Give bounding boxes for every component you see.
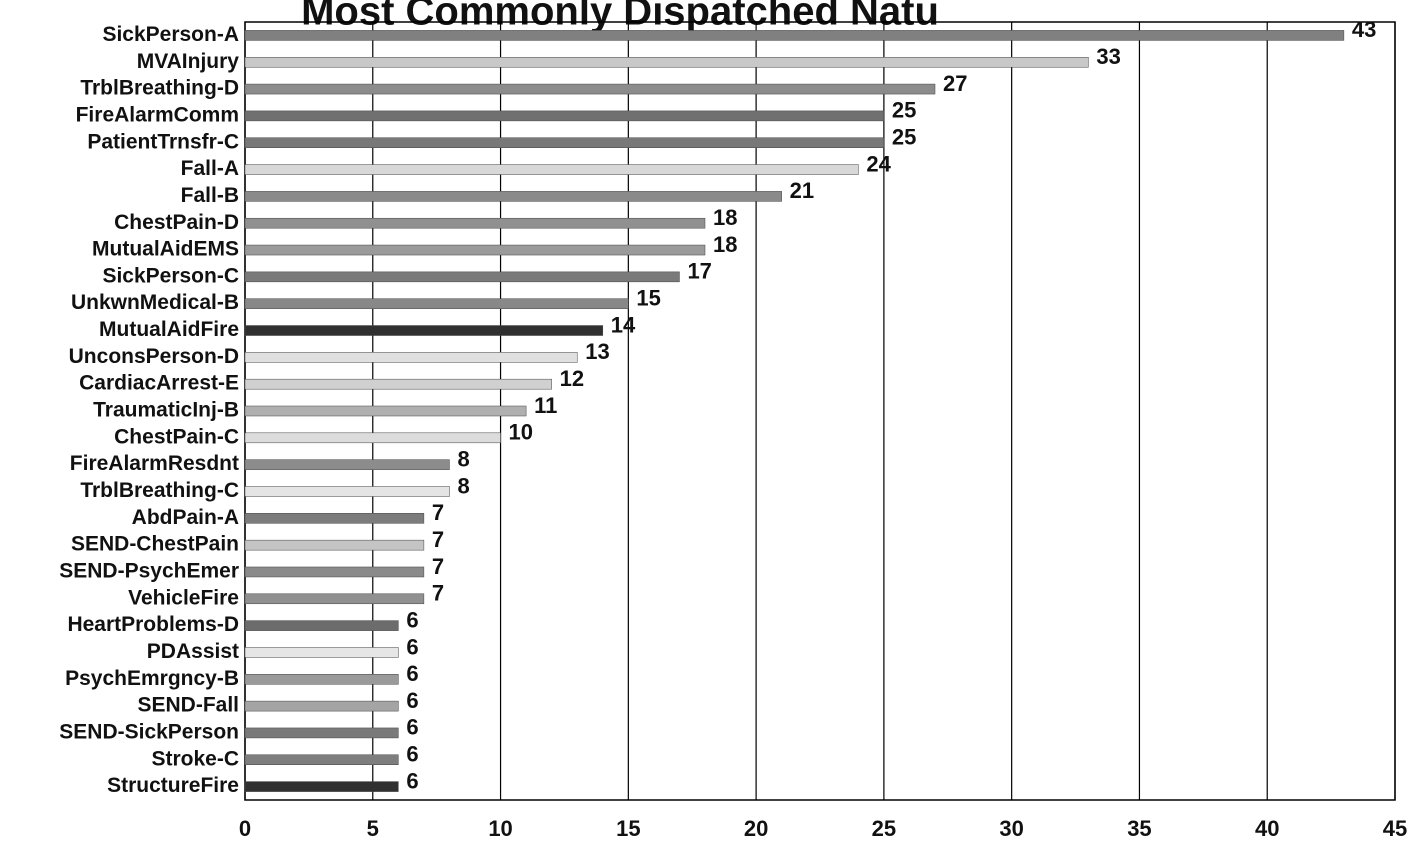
value-label: 6 [406,742,418,767]
value-label: 6 [406,661,418,686]
y-tick-label: Fall-A [181,157,239,180]
bar [244,110,885,122]
value-label: 33 [1096,44,1120,69]
chart-title: Most Commonly Dispatched Natu [301,0,939,34]
y-tick-label: PsychEmrgncy-B [65,667,239,690]
bar [244,164,859,175]
x-tick-label: 30 [999,816,1023,841]
y-tick-label: CardiacArrest-E [79,372,239,395]
value-label: 18 [713,232,737,257]
value-label: 8 [457,446,469,471]
x-tick-label: 25 [872,816,896,841]
bar [244,352,578,363]
value-label: 43 [1352,17,1376,42]
y-tick-label: PatientTrnsfr-C [87,130,239,153]
bar [244,244,706,256]
value-label: 15 [636,286,660,311]
y-tick-label: TrblBreathing-D [80,77,239,100]
y-tick-label: UnconsPerson-D [69,345,239,368]
value-label: 24 [866,151,891,176]
value-label: 14 [611,312,636,337]
bar [244,137,885,148]
y-tick-label: MutualAidFire [99,318,239,341]
value-label: 6 [406,715,418,740]
y-tick-label: UnkwnMedical-B [71,291,239,314]
value-label: 18 [713,205,737,230]
value-label: 8 [457,473,469,498]
value-label: 7 [432,527,444,552]
bar [244,647,399,658]
value-label: 17 [687,259,711,284]
y-tick-label: SickPerson-C [102,264,239,287]
bar [244,217,706,229]
bar [244,781,399,792]
bar [244,191,782,202]
value-label: 25 [892,98,916,123]
x-tick-label: 20 [744,816,768,841]
bar [244,593,425,605]
x-tick-label: 35 [1127,816,1151,841]
bar [244,325,604,336]
y-tick-label: VehicleFire [128,586,239,609]
value-label: 21 [790,178,814,203]
value-label: 11 [534,393,557,418]
x-tick-label: 0 [239,816,251,841]
bar [244,298,629,309]
y-tick-label: FireAlarmResdnt [70,452,239,475]
y-tick-label: TraumaticInj-B [93,399,239,422]
y-tick-label: PDAssist [147,640,239,663]
bar [244,727,399,739]
bar [244,432,501,444]
value-label: 7 [432,554,444,579]
value-label: 6 [406,688,418,713]
value-label: 10 [509,420,533,445]
y-tick-label: SEND-ChestPain [71,533,239,556]
y-tick-label: HeartProblems-D [67,613,239,636]
y-tick-label: StructureFire [107,774,239,797]
bar [244,700,399,712]
bar [244,674,399,685]
value-label: 27 [943,71,967,96]
y-tick-label: TrblBreathing-C [80,479,239,502]
y-tick-label: SEND-PsychEmer [59,560,239,583]
y-tick-label: SickPerson-A [102,23,239,46]
value-label: 6 [406,634,418,659]
bar [244,405,527,417]
bar [244,271,680,283]
value-label: 7 [432,581,444,606]
y-tick-label: ChestPain-D [114,211,239,234]
bar [244,513,425,524]
value-label: 7 [432,500,444,525]
x-tick-label: 40 [1255,816,1279,841]
y-tick-label: AbdPain-A [132,506,239,529]
x-tick-label: 10 [488,816,512,841]
bar [244,30,1345,41]
bar [244,56,1089,68]
bar [244,459,450,470]
y-tick-label: MVAInjury [137,50,240,73]
y-tick-label: ChestPain-C [114,425,239,448]
value-label: 25 [892,125,916,150]
y-tick-label: MutualAidEMS [92,238,239,261]
y-tick-label: SEND-SickPerson [59,720,239,743]
y-tick-label: SEND-Fall [137,694,239,717]
x-tick-label: 15 [616,816,640,841]
bar [244,83,936,95]
bar [244,566,425,578]
y-tick-label: FireAlarmComm [76,103,239,126]
y-tick-label: Fall-B [181,184,239,207]
value-label: 12 [560,366,584,391]
bar [244,620,399,631]
value-label: 6 [406,607,418,632]
bar [244,754,399,766]
bar [244,539,425,551]
x-tick-label: 5 [367,816,379,841]
x-tick-label: 45 [1383,816,1407,841]
bar [244,378,552,390]
bar [244,486,450,497]
value-label: 6 [406,768,418,793]
value-label: 13 [585,339,609,364]
y-tick-label: Stroke-C [151,747,239,770]
